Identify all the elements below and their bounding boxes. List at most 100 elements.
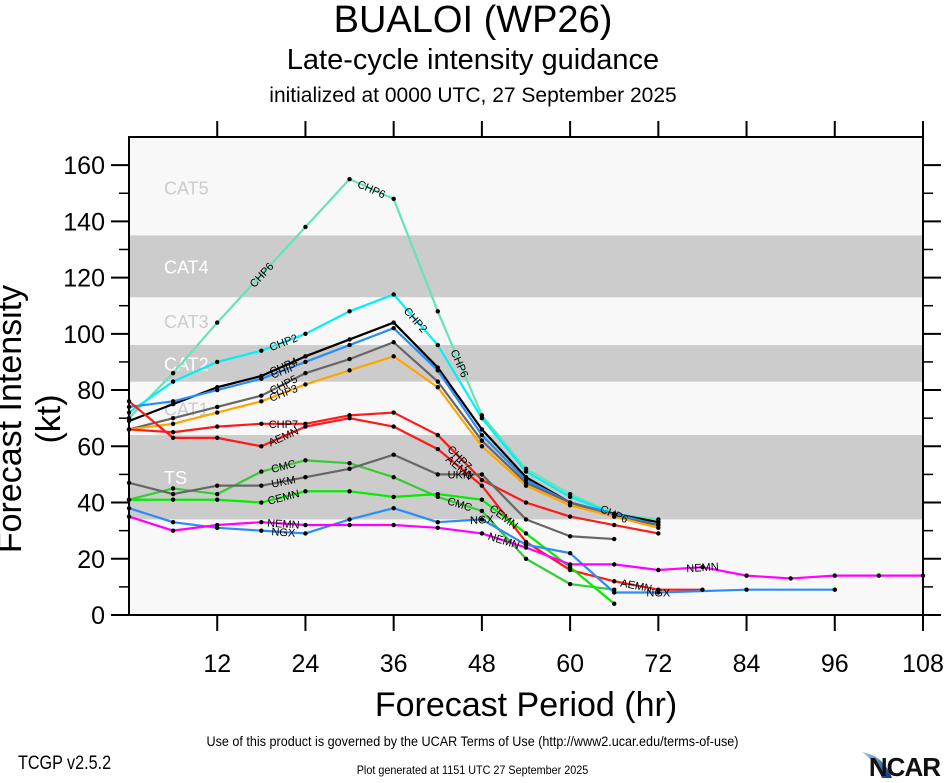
data-point-ngx bbox=[170, 520, 176, 525]
data-point-ukm bbox=[435, 472, 440, 477]
data-point-ukm bbox=[215, 483, 220, 488]
data-point-chp4 bbox=[391, 320, 396, 325]
series-line-aemn bbox=[128, 400, 703, 591]
logo-text: NCAR bbox=[868, 752, 941, 782]
data-point-nemn bbox=[656, 567, 661, 573]
data-point-chp4 bbox=[303, 354, 308, 359]
data-point-chp7 bbox=[170, 430, 176, 435]
data-point-chp4 bbox=[347, 337, 352, 342]
data-point-cmc bbox=[259, 469, 264, 474]
data-point-cmc bbox=[303, 458, 308, 463]
x-tick-label: 108 bbox=[902, 650, 944, 678]
data-point-chp7 bbox=[567, 514, 573, 519]
data-point-nemn bbox=[744, 573, 749, 578]
series-label-ukm: UKM bbox=[448, 469, 472, 481]
series-label-aemn: AEMN bbox=[619, 578, 653, 596]
series-label-ngx: NGX bbox=[271, 526, 296, 540]
data-point-chp2 bbox=[170, 379, 176, 384]
data-point-cmc bbox=[523, 556, 529, 561]
x-tick-label: 12 bbox=[203, 650, 231, 678]
x-tick-label: 72 bbox=[644, 650, 672, 678]
y-tick-label: 160 bbox=[63, 152, 105, 180]
data-point-cemn bbox=[391, 494, 396, 500]
data-point-nemn bbox=[832, 573, 837, 578]
series-label-text: NGX bbox=[646, 588, 671, 600]
data-point-chp4 bbox=[479, 427, 485, 432]
y-tick-label: 60 bbox=[77, 433, 105, 461]
data-point-ngx bbox=[435, 520, 440, 525]
x-axis-label: Forecast Period (hr) bbox=[374, 686, 678, 724]
data-point-ukm bbox=[523, 517, 529, 522]
data-point-cmc bbox=[347, 460, 352, 466]
data-point-chp7 bbox=[612, 522, 617, 528]
series-label-text: UKM bbox=[270, 474, 296, 490]
data-point-chip bbox=[170, 399, 176, 404]
data-point-ngx bbox=[832, 587, 837, 592]
data-point-chp3 bbox=[391, 354, 396, 359]
data-point-aemn bbox=[612, 579, 617, 584]
y-axis-label: Forecast Intensity (kt) bbox=[0, 284, 68, 554]
data-point-chp2 bbox=[567, 494, 573, 500]
band-cat2 bbox=[129, 345, 923, 382]
data-point-cemn bbox=[347, 489, 352, 494]
data-point-chp3 bbox=[656, 525, 661, 531]
series-line-chp6 bbox=[128, 178, 659, 521]
data-point-chip bbox=[215, 387, 220, 393]
data-point-chp6 bbox=[303, 224, 308, 230]
data-point-ngx bbox=[656, 590, 661, 595]
data-point-cemn bbox=[259, 500, 264, 505]
data-point-chp6 bbox=[435, 309, 440, 314]
data-point-cemn bbox=[612, 601, 617, 606]
data-point-cemn bbox=[215, 497, 220, 502]
y-tick-label: 140 bbox=[63, 208, 105, 236]
data-point-ngx bbox=[391, 505, 396, 511]
data-point-ngx bbox=[259, 528, 264, 533]
chart-title: BUALOI (WP26) bbox=[333, 0, 613, 41]
data-point-chp2 bbox=[303, 331, 308, 337]
data-point-chp5 bbox=[259, 393, 264, 398]
data-point-chp7 bbox=[479, 477, 485, 483]
series-line-cemn bbox=[129, 490, 615, 605]
data-point-nemn bbox=[435, 525, 440, 531]
data-point-ngx bbox=[347, 517, 352, 522]
data-point-ukm bbox=[612, 536, 617, 542]
data-point-chp6 bbox=[215, 320, 220, 325]
data-point-aemn bbox=[347, 415, 352, 421]
data-point-chp2 bbox=[435, 342, 440, 348]
band-label-cat5: CAT5 bbox=[164, 179, 209, 199]
band-cat4 bbox=[129, 235, 923, 298]
series-label-chp7: CHP7 bbox=[269, 419, 298, 431]
data-point-chp5 bbox=[479, 438, 485, 443]
data-point-chip bbox=[479, 432, 485, 438]
data-point-chp6 bbox=[170, 370, 176, 376]
data-point-chp3 bbox=[523, 483, 529, 488]
data-point-nemn bbox=[347, 522, 352, 528]
data-point-chp7 bbox=[215, 424, 220, 429]
data-point-chip bbox=[303, 359, 308, 365]
data-point-chp5 bbox=[215, 404, 220, 410]
data-point-chp2 bbox=[479, 415, 485, 421]
y-tick-label: 20 bbox=[77, 546, 105, 574]
series-label-ukm: UKM bbox=[270, 474, 296, 490]
data-point-nemn bbox=[479, 531, 485, 536]
series-label-text: NEMN bbox=[686, 561, 719, 575]
series-label-nemn: NEMN bbox=[267, 518, 300, 532]
series-line-ukm bbox=[128, 453, 615, 541]
data-point-chp2 bbox=[259, 348, 264, 353]
series-label-text: NEMN bbox=[267, 518, 300, 532]
data-point-chp5 bbox=[170, 415, 176, 421]
y-tick-label: 40 bbox=[77, 490, 105, 518]
y-tick-label: 0 bbox=[91, 602, 105, 630]
series-label-nemn: NEMN bbox=[686, 561, 719, 575]
series-line-cmc bbox=[128, 459, 615, 591]
data-point-chp3 bbox=[567, 503, 573, 508]
data-point-nemn bbox=[391, 522, 396, 528]
y-tick-label: 120 bbox=[63, 265, 105, 293]
data-point-cmc bbox=[215, 491, 220, 497]
data-point-ukm bbox=[303, 475, 308, 480]
data-point-ukm bbox=[259, 483, 264, 488]
data-point-chp7 bbox=[523, 500, 529, 505]
data-point-aemn bbox=[435, 446, 440, 452]
data-point-nemn bbox=[259, 520, 264, 525]
data-point-cemn bbox=[479, 497, 485, 502]
